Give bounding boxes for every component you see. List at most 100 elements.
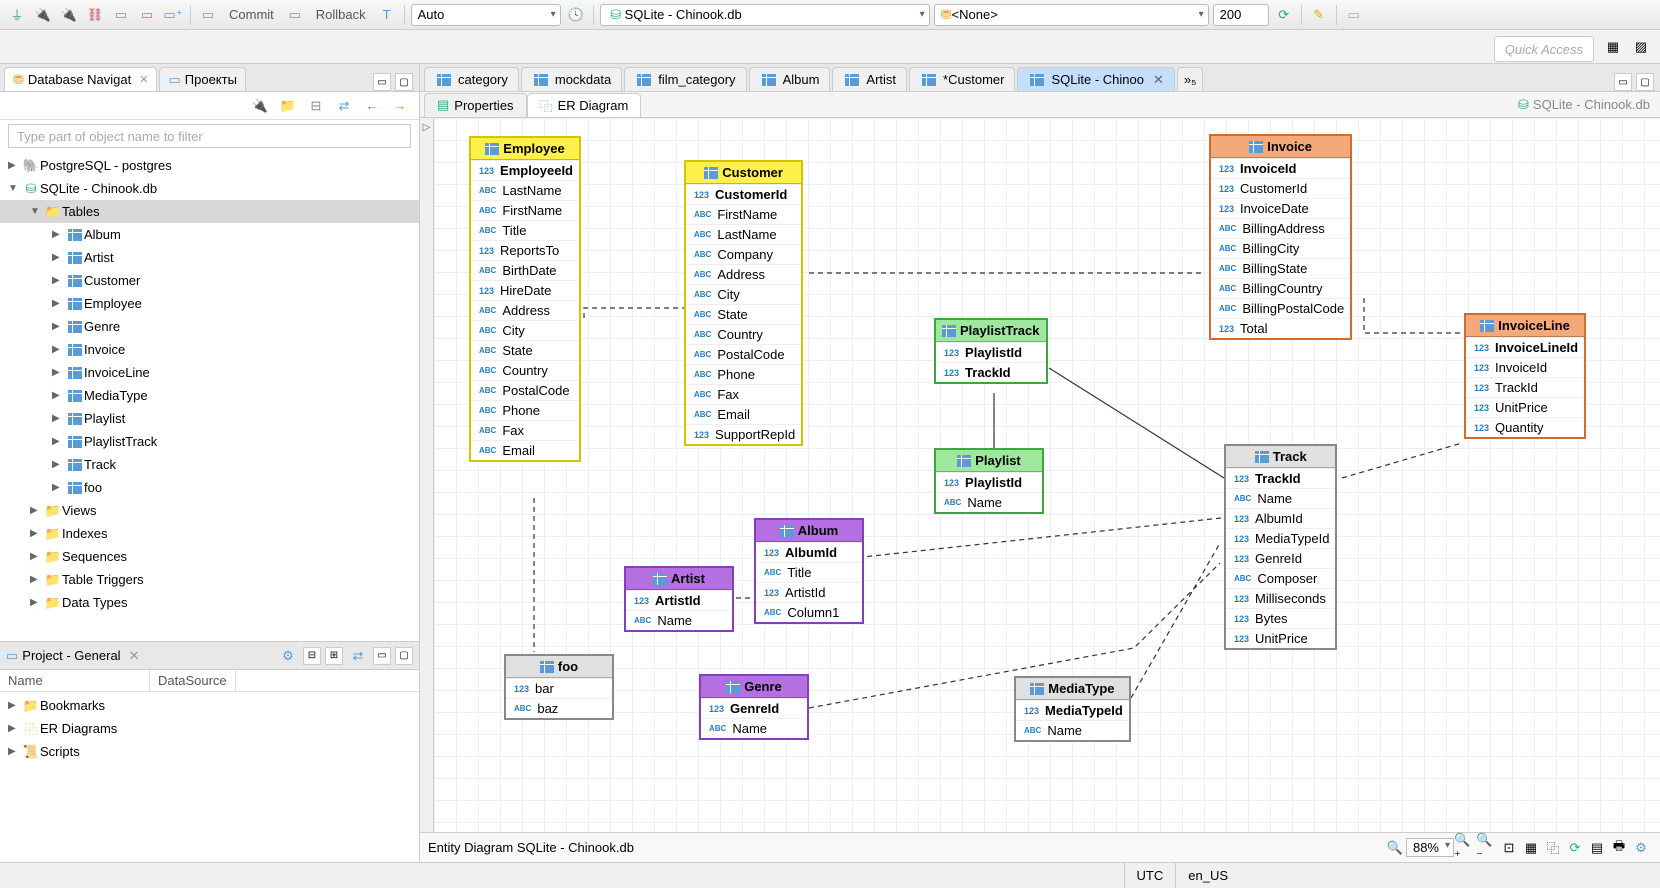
editor-tab-artist[interactable]: Artist [832, 67, 907, 91]
column-baz[interactable]: ABCbaz [506, 698, 612, 718]
column-billingcountry[interactable]: ABCBillingCountry [1211, 278, 1350, 298]
column-company[interactable]: ABCCompany [686, 244, 801, 264]
project-item-scripts[interactable]: ▶📜Scripts [0, 740, 419, 763]
tab-er-diagram[interactable]: ⿻ ER Diagram [527, 93, 642, 117]
entity-invoiceline[interactable]: InvoiceLine123InvoiceLineId123InvoiceId1… [1464, 313, 1586, 439]
rollback-icon[interactable]: ▭ [284, 4, 306, 26]
column-genreid[interactable]: 123GenreId [701, 698, 807, 718]
entity-customer[interactable]: Customer123CustomerIdABCFirstNameABCLast… [684, 160, 803, 446]
editor-tab-album[interactable]: Album [749, 67, 831, 91]
column-unitprice[interactable]: 123UnitPrice [1226, 628, 1335, 648]
datasource-select[interactable]: ⛁ SQLite - Chinook.db [600, 4, 930, 26]
zoom-out-icon[interactable]: 🔍⁻ [1476, 837, 1498, 859]
history-icon[interactable]: 🕓 [565, 4, 587, 26]
tree-item-customer[interactable]: ▶Customer [0, 269, 419, 292]
column-country[interactable]: ABCCountry [471, 360, 579, 380]
close-icon[interactable]: ✕ [139, 73, 148, 86]
column-albumid[interactable]: 123AlbumId [1226, 508, 1335, 528]
refresh-icon[interactable]: ⟳ [1273, 4, 1295, 26]
column-reportsto[interactable]: 123ReportsTo [471, 240, 579, 260]
column-trackid[interactable]: 123TrackId [1226, 468, 1335, 488]
stop-icon[interactable]: ▭ [1343, 4, 1365, 26]
entity-header[interactable]: Track [1226, 446, 1335, 468]
entity-header[interactable]: Album [756, 520, 862, 542]
column-mediatypeid[interactable]: 123MediaTypeId [1226, 528, 1335, 548]
tree-item-tables[interactable]: ▼📁Tables [0, 200, 419, 223]
column-firstname[interactable]: ABCFirstName [686, 204, 801, 224]
fit-icon[interactable]: ⊡ [1498, 837, 1520, 859]
link-icon[interactable]: ⇄ [347, 645, 369, 667]
column-city[interactable]: ABCCity [471, 320, 579, 340]
column-name[interactable]: ABCName [1016, 720, 1129, 740]
filter-input[interactable]: Type part of object name to filter [8, 124, 411, 148]
column-playlistid[interactable]: 123PlaylistId [936, 472, 1042, 492]
tree-item-artist[interactable]: ▶Artist [0, 246, 419, 269]
column-quantity[interactable]: 123Quantity [1466, 417, 1584, 437]
palette-toggle[interactable]: ▷ [420, 118, 434, 832]
entity-header[interactable]: Employee [471, 138, 579, 160]
status-tz[interactable]: UTC [1124, 863, 1176, 888]
column-name[interactable]: ABCName [1226, 488, 1335, 508]
column-genreid[interactable]: 123GenreId [1226, 548, 1335, 568]
column-name[interactable]: Name [0, 670, 150, 691]
tree-item-views[interactable]: ▶📁Views [0, 499, 419, 522]
column-supportrepid[interactable]: 123SupportRepId [686, 424, 801, 444]
column-city[interactable]: ABCCity [686, 284, 801, 304]
minimize-icon[interactable]: ▭ [1614, 73, 1632, 91]
new-script-icon[interactable]: ▭⁺ [162, 4, 184, 26]
column-state[interactable]: ABCState [686, 304, 801, 324]
column-billingaddress[interactable]: ABCBillingAddress [1211, 218, 1350, 238]
search-icon[interactable]: 🔍 [1384, 837, 1406, 859]
tree-item-invoiceline[interactable]: ▶InvoiceLine [0, 361, 419, 384]
commit-button[interactable]: Commit [223, 7, 280, 22]
entity-album[interactable]: Album123AlbumIdABCTitle123ArtistIdABCCol… [754, 518, 864, 624]
column-invoicedate[interactable]: 123InvoiceDate [1211, 198, 1350, 218]
entity-header[interactable]: foo [506, 656, 612, 678]
column-country[interactable]: ABCCountry [686, 324, 801, 344]
tree-item-mediatype[interactable]: ▶MediaType [0, 384, 419, 407]
entity-header[interactable]: PlaylistTrack [936, 320, 1046, 342]
column-title[interactable]: ABCTitle [471, 220, 579, 240]
back-icon[interactable]: ← [361, 95, 383, 117]
plug-green-icon[interactable]: 🔌 [32, 4, 54, 26]
connect-icon[interactable]: ⏚ [6, 4, 28, 26]
column-state[interactable]: ABCState [471, 340, 579, 360]
tree-item-genre[interactable]: ▶Genre [0, 315, 419, 338]
tx-mode-select[interactable]: Auto [411, 4, 561, 26]
nav-tab-projects[interactable]: ▭ Проекты [159, 67, 245, 91]
add-icon[interactable]: ⊞ [325, 647, 343, 665]
column-invoiceid[interactable]: 123InvoiceId [1211, 158, 1350, 178]
column-phone[interactable]: ABCPhone [686, 364, 801, 384]
entity-header[interactable]: Playlist [936, 450, 1042, 472]
tree-item-postgresql-postgres[interactable]: ▶🐘PostgreSQL - postgres [0, 154, 419, 177]
settings-icon[interactable]: ⚙ [1630, 837, 1652, 859]
zoom-select[interactable]: 88% [1406, 838, 1454, 857]
entity-artist[interactable]: Artist123ArtistIdABCName [624, 566, 734, 632]
limit-input[interactable] [1213, 4, 1269, 26]
close-icon[interactable]: ✕ [129, 648, 140, 664]
column-address[interactable]: ABCAddress [471, 300, 579, 320]
column-trackid[interactable]: 123TrackId [1466, 377, 1584, 397]
editor-tab-sqlite-chinoo[interactable]: SQLite - Chinoo✕ [1017, 67, 1174, 91]
er-diagram-canvas[interactable]: ▷ Employee123EmployeeId ABCLastNameABCFir… [420, 118, 1660, 832]
column-fax[interactable]: ABCFax [471, 420, 579, 440]
tree-item-employee[interactable]: ▶Employee [0, 292, 419, 315]
sql-editor-icon[interactable]: ▭ [110, 4, 132, 26]
tree-item-track[interactable]: ▶Track [0, 453, 419, 476]
column-billingpostalcode[interactable]: ABCBillingPostalCode [1211, 298, 1350, 318]
column-postalcode[interactable]: ABCPostalCode [686, 344, 801, 364]
tree-item-invoice[interactable]: ▶Invoice [0, 338, 419, 361]
column-lastname[interactable]: ABCLastName [686, 224, 801, 244]
column-name[interactable]: ABCName [626, 610, 732, 630]
entity-header[interactable]: InvoiceLine [1466, 315, 1584, 337]
column-bar[interactable]: 123bar [506, 678, 612, 698]
column-employeeid[interactable]: 123EmployeeId [471, 160, 579, 180]
column-unitprice[interactable]: 123UnitPrice [1466, 397, 1584, 417]
column-artistid[interactable]: 123ArtistId [756, 582, 862, 602]
tree-item-sequences[interactable]: ▶📁Sequences [0, 545, 419, 568]
maximize-icon[interactable]: ▢ [395, 73, 413, 91]
tree-item-playlisttrack[interactable]: ▶PlaylistTrack [0, 430, 419, 453]
column-name[interactable]: ABCName [936, 492, 1042, 512]
quick-access-input[interactable]: Quick Access [1494, 36, 1594, 62]
column-composer[interactable]: ABCComposer [1226, 568, 1335, 588]
